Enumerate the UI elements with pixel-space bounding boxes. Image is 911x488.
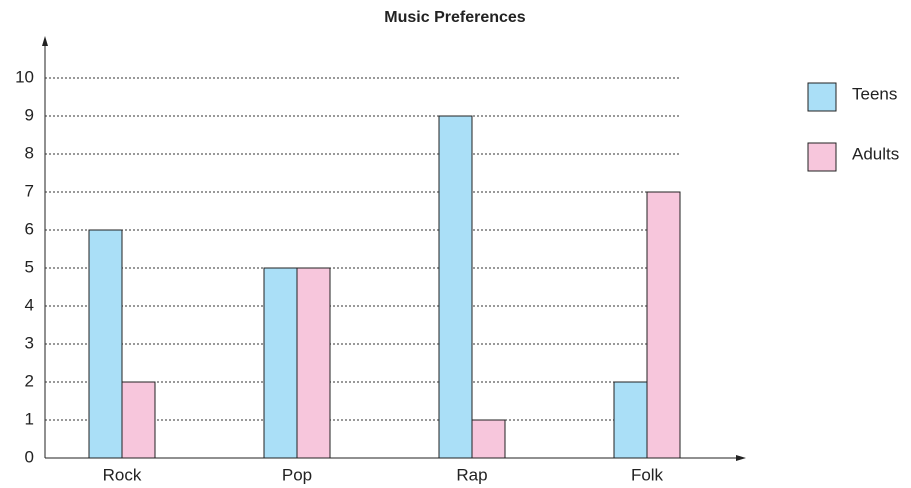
bar <box>296 267 331 459</box>
x-tick-label: Rap <box>456 465 487 484</box>
y-tick-label: 9 <box>25 105 34 124</box>
y-tick-label: 6 <box>25 219 34 238</box>
y-tick-label: 1 <box>25 409 34 428</box>
y-axis-arrow <box>42 36 48 46</box>
y-tick-label: 7 <box>25 181 34 200</box>
legend-swatch <box>807 82 837 112</box>
x-axis-arrow <box>736 455 746 461</box>
y-tick-label: 8 <box>25 143 34 162</box>
bar <box>646 191 681 459</box>
bar <box>613 381 648 459</box>
legend-label: Adults <box>852 144 899 163</box>
bar <box>471 419 506 459</box>
legend-swatch <box>807 142 837 172</box>
chart-title: Music Preferences <box>384 9 526 26</box>
y-tick-label: 10 <box>15 67 34 86</box>
y-tick-label: 3 <box>25 333 34 352</box>
y-tick-label: 0 <box>25 447 34 466</box>
x-tick-label: Pop <box>282 465 312 484</box>
legend-label: Teens <box>852 84 897 103</box>
bar <box>88 229 123 459</box>
bar <box>263 267 298 459</box>
x-tick-label: Folk <box>631 465 664 484</box>
y-tick-label: 2 <box>25 371 34 390</box>
bar <box>121 381 156 459</box>
x-tick-label: Rock <box>103 465 142 484</box>
bar <box>438 115 473 459</box>
y-tick-label: 4 <box>25 295 34 314</box>
y-tick-label: 5 <box>25 257 34 276</box>
